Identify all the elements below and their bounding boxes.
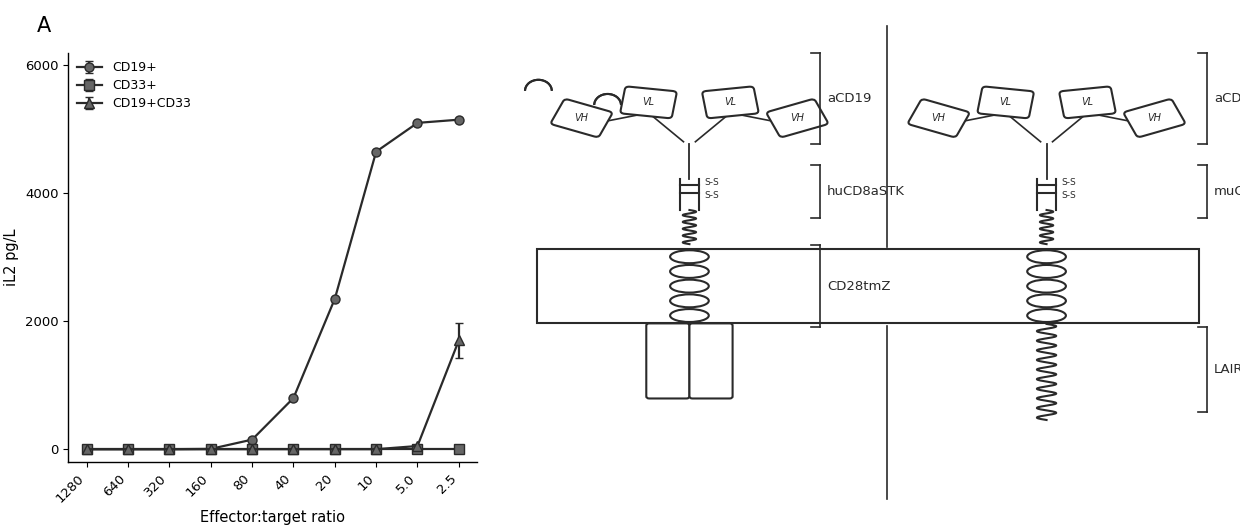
Text: S-S: S-S <box>1061 191 1076 200</box>
FancyBboxPatch shape <box>646 323 689 398</box>
Ellipse shape <box>670 250 709 263</box>
Text: VH: VH <box>1147 113 1162 123</box>
Text: LAIR: LAIR <box>1214 363 1240 376</box>
Text: VL: VL <box>999 97 1012 108</box>
Ellipse shape <box>670 280 709 292</box>
Bar <box>537 249 1199 323</box>
Text: aCD33: aCD33 <box>1214 92 1240 105</box>
Text: S-S: S-S <box>1061 178 1076 187</box>
FancyBboxPatch shape <box>977 87 1034 118</box>
Text: aCD19: aCD19 <box>827 92 872 105</box>
Text: VH: VH <box>574 113 589 123</box>
Ellipse shape <box>1027 250 1066 263</box>
Text: VL: VL <box>724 97 737 108</box>
Y-axis label: iL2 pg/L: iL2 pg/L <box>4 228 20 286</box>
FancyBboxPatch shape <box>1125 99 1184 137</box>
Text: muCD8aSTK: muCD8aSTK <box>1214 185 1240 198</box>
FancyBboxPatch shape <box>909 99 968 137</box>
Text: S-S: S-S <box>704 178 719 187</box>
Text: VL: VL <box>1081 97 1094 108</box>
FancyBboxPatch shape <box>768 99 827 137</box>
Text: CD28tmZ: CD28tmZ <box>827 280 890 292</box>
Legend: CD19+, CD33+, CD19+CD33: CD19+, CD33+, CD19+CD33 <box>74 59 193 113</box>
Text: S-S: S-S <box>704 191 719 200</box>
Ellipse shape <box>1027 280 1066 292</box>
Ellipse shape <box>1027 265 1066 278</box>
Ellipse shape <box>670 309 709 322</box>
Ellipse shape <box>1027 309 1066 322</box>
FancyBboxPatch shape <box>689 323 733 398</box>
Text: VL: VL <box>642 97 655 108</box>
Text: huCD8aSTK: huCD8aSTK <box>827 185 905 198</box>
Ellipse shape <box>670 295 709 307</box>
X-axis label: Effector:target ratio: Effector:target ratio <box>201 510 345 525</box>
FancyBboxPatch shape <box>552 99 611 137</box>
FancyBboxPatch shape <box>1059 87 1116 118</box>
Text: VH: VH <box>931 113 946 123</box>
FancyBboxPatch shape <box>702 87 759 118</box>
Ellipse shape <box>1027 295 1066 307</box>
Text: A: A <box>37 16 51 36</box>
Ellipse shape <box>670 265 709 278</box>
Text: VH: VH <box>790 113 805 123</box>
FancyBboxPatch shape <box>620 87 677 118</box>
